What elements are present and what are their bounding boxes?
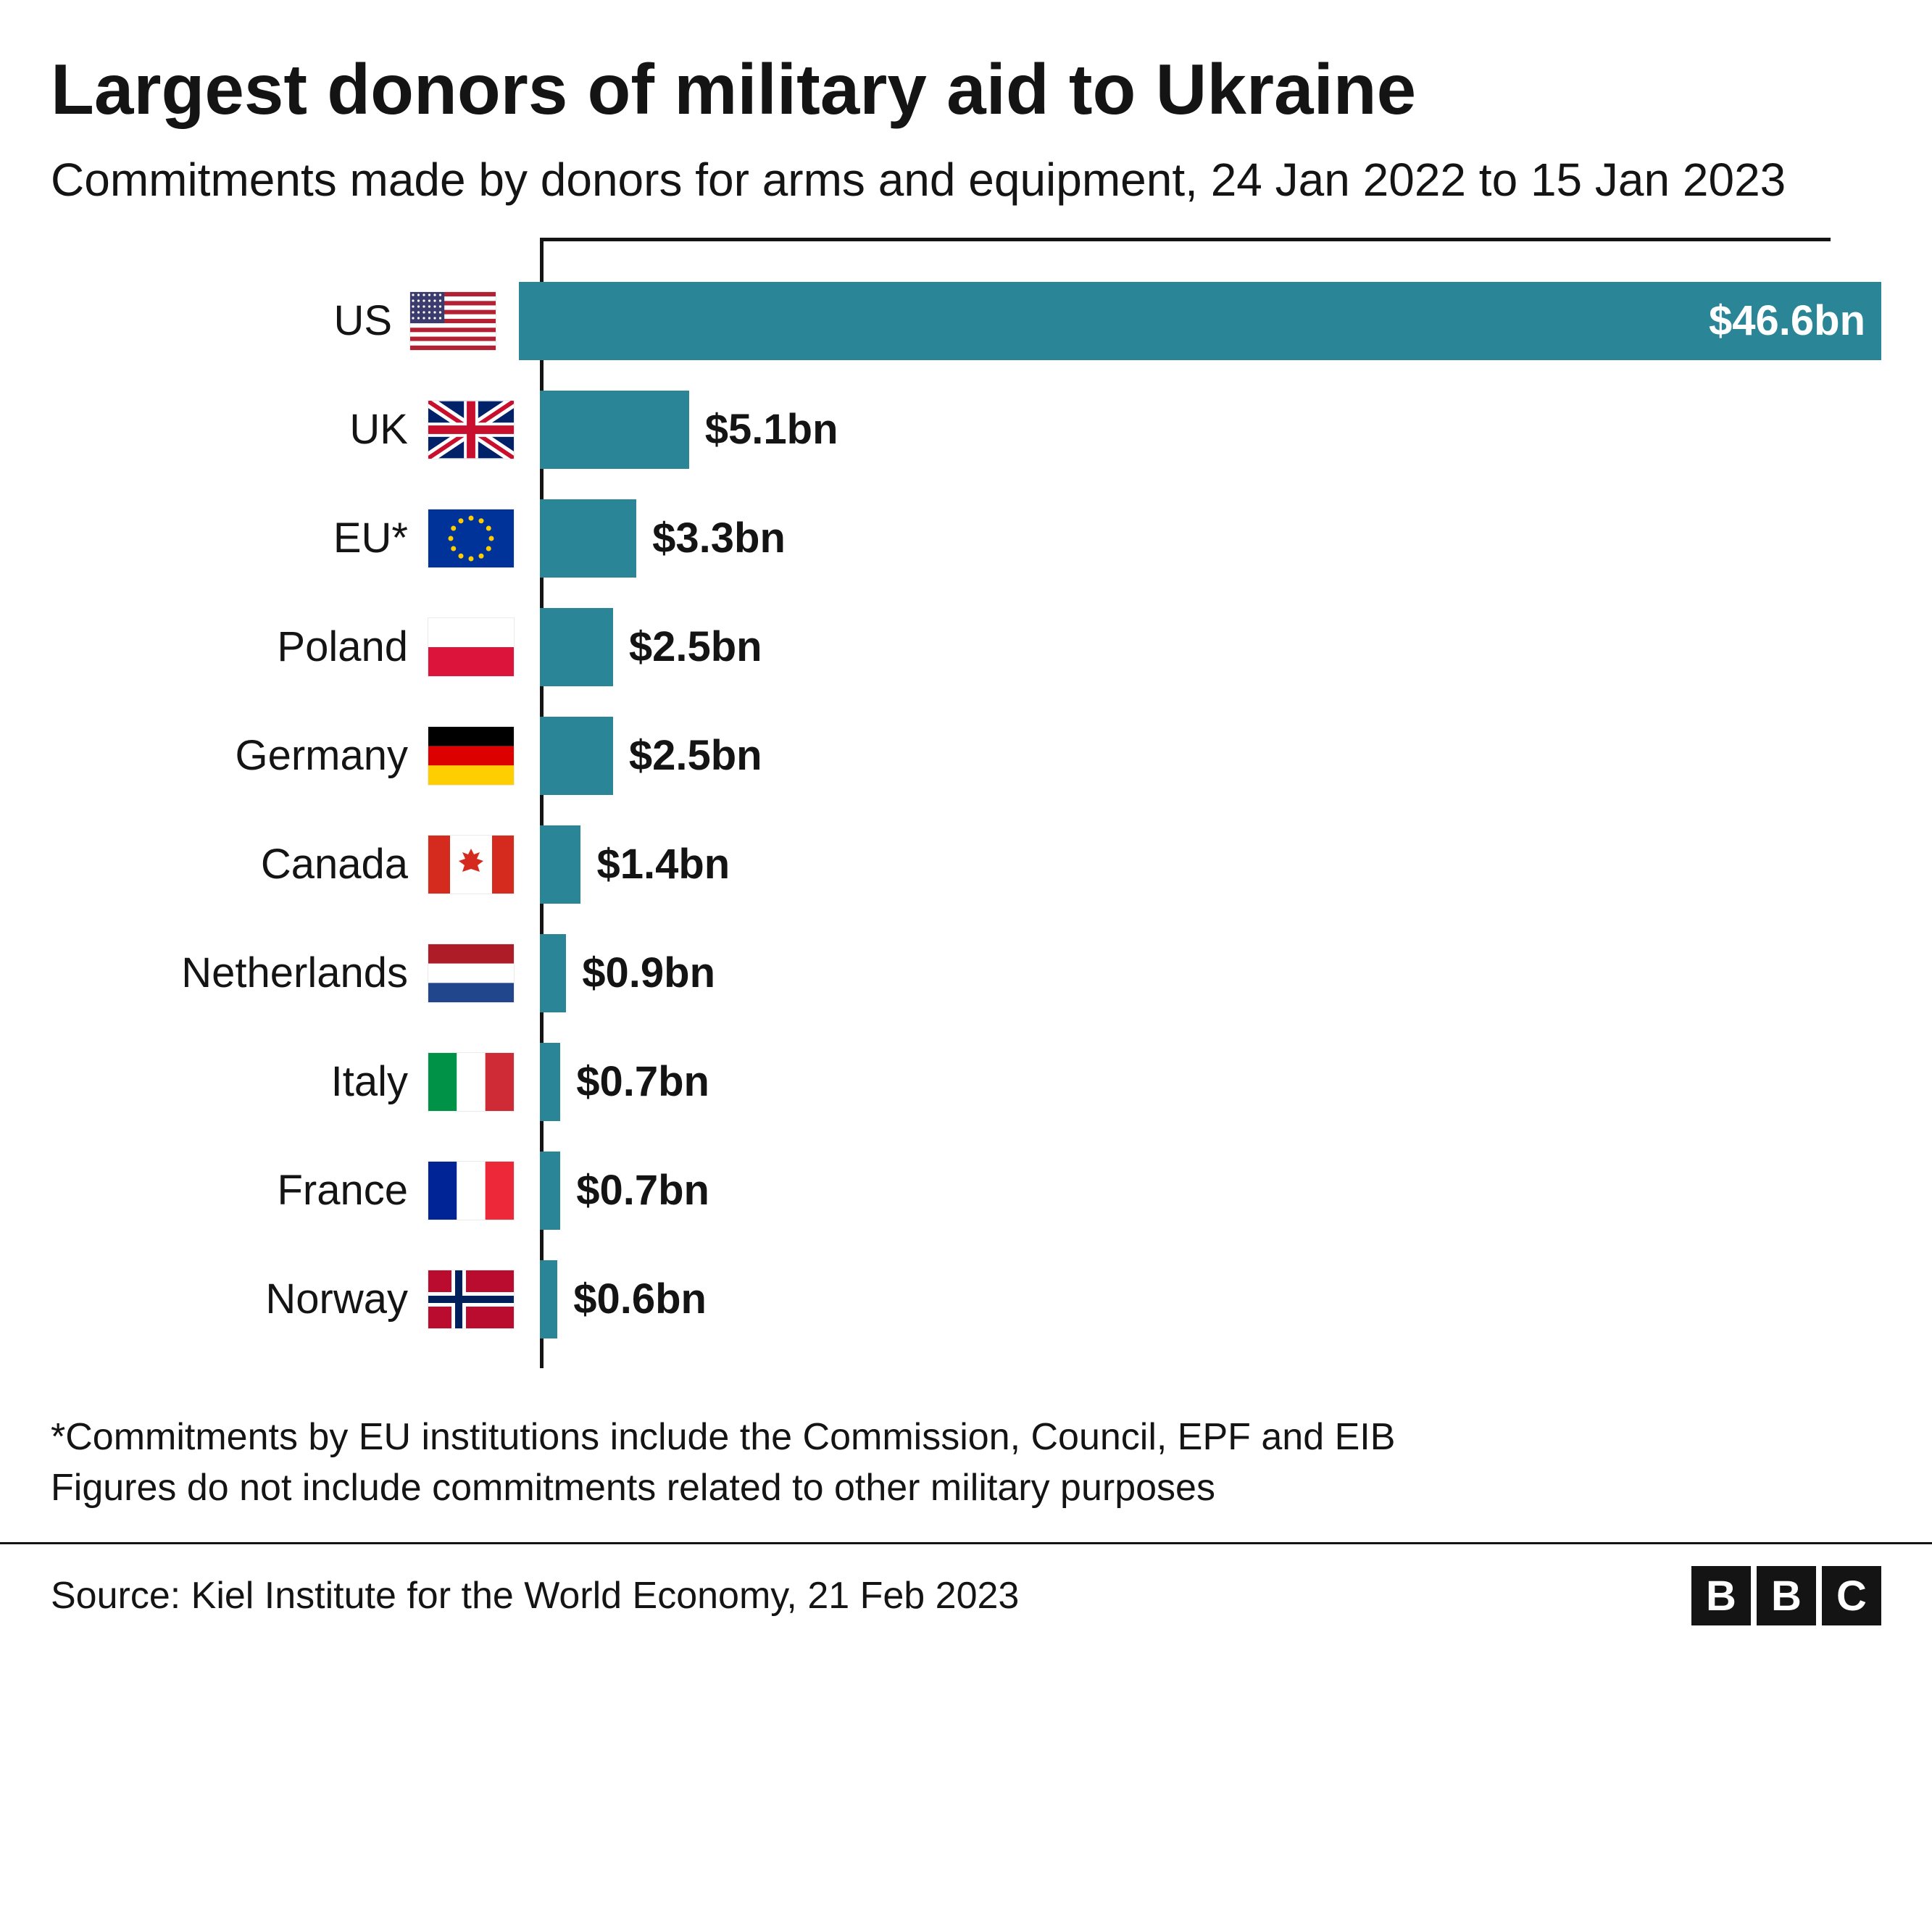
bar [540,608,613,686]
bar-row: France $0.7bn [51,1136,1881,1245]
source-text: Source: Kiel Institute for the World Eco… [51,1574,1019,1617]
bar-value: $0.7bn [576,1166,709,1215]
country-label: Norway [51,1275,424,1323]
bar-cell: $2.5bn [540,608,1881,686]
bar [540,1152,560,1230]
chart-footnote: *Commitments by EU institutions include … [51,1412,1881,1513]
bar-cell: $0.7bn [540,1152,1881,1230]
bar [540,934,566,1012]
bar-value: $3.3bn [652,514,786,562]
country-label: US [51,296,408,345]
bar [540,717,613,795]
chart-container: Largest donors of military aid to Ukrain… [0,0,1932,1932]
source-row: Source: Kiel Institute for the World Eco… [51,1544,1881,1654]
country-label: UK [51,405,424,454]
bar-cell: $2.5bn [540,717,1881,795]
bar [540,1043,560,1121]
bbc-logo: BBC [1691,1566,1881,1625]
bar-cell: $0.9bn [540,934,1881,1012]
country-label: Italy [51,1057,424,1106]
bbc-logo-block: C [1822,1566,1881,1625]
bar-cell: $1.4bn [540,825,1881,904]
country-label: Netherlands [51,949,424,997]
bar-row: Canada $1.4bn [51,810,1881,919]
bar-value: $2.5bn [629,731,762,780]
bar-value: $0.7bn [576,1057,709,1106]
country-label: Germany [51,731,424,780]
bar-row: Italy $0.7bn [51,1028,1881,1136]
bar-value: $46.6bn [1709,296,1865,345]
country-label: EU* [51,514,424,562]
bar-row: Germany $2.5bn [51,701,1881,810]
bar: $46.6bn [519,282,1881,360]
flag-icon [424,618,518,676]
flag-icon [408,292,498,350]
flag-icon [424,401,518,459]
flag-icon [424,944,518,1002]
country-label: France [51,1166,424,1215]
bar-value: $0.9bn [582,949,715,997]
country-label: Poland [51,623,424,671]
bar-row: Poland $2.5bn [51,593,1881,701]
flag-icon [424,727,518,785]
country-label: Canada [51,840,424,888]
bar-cell: $5.1bn [540,391,1881,469]
bar-row: Netherlands $0.9bn [51,919,1881,1028]
bar-cell: $3.3bn [540,499,1881,578]
bar [540,391,689,469]
bar [540,499,636,578]
flag-icon [424,1053,518,1111]
bar [540,1260,557,1338]
chart-subtitle: Commitments made by donors for arms and … [51,151,1881,209]
bar-row: US $46.6bn [51,267,1881,375]
flag-icon [424,836,518,894]
bar-chart: US $46.6bn UK $5.1bn EU* [51,267,1881,1354]
bar-value: $1.4bn [596,840,730,888]
bar-value: $0.6bn [573,1275,707,1323]
x-axis-line [540,238,1831,241]
bar-row: UK $5.1bn [51,375,1881,484]
bbc-logo-block: B [1757,1566,1816,1625]
bar-value: $5.1bn [705,405,838,454]
flag-icon [424,509,518,567]
bar-cell: $0.6bn [540,1260,1881,1338]
bar-value: $2.5bn [629,623,762,671]
flag-icon [424,1162,518,1220]
bar-row: Norway $0.6bn [51,1245,1881,1354]
bar-cell: $0.7bn [540,1043,1881,1121]
bbc-logo-block: B [1691,1566,1751,1625]
bar-row: EU* $3.3bn [51,484,1881,593]
bar-cell: $46.6bn [519,282,1881,360]
chart-title: Largest donors of military aid to Ukrain… [51,51,1881,129]
bar [540,825,580,904]
flag-icon [424,1270,518,1328]
